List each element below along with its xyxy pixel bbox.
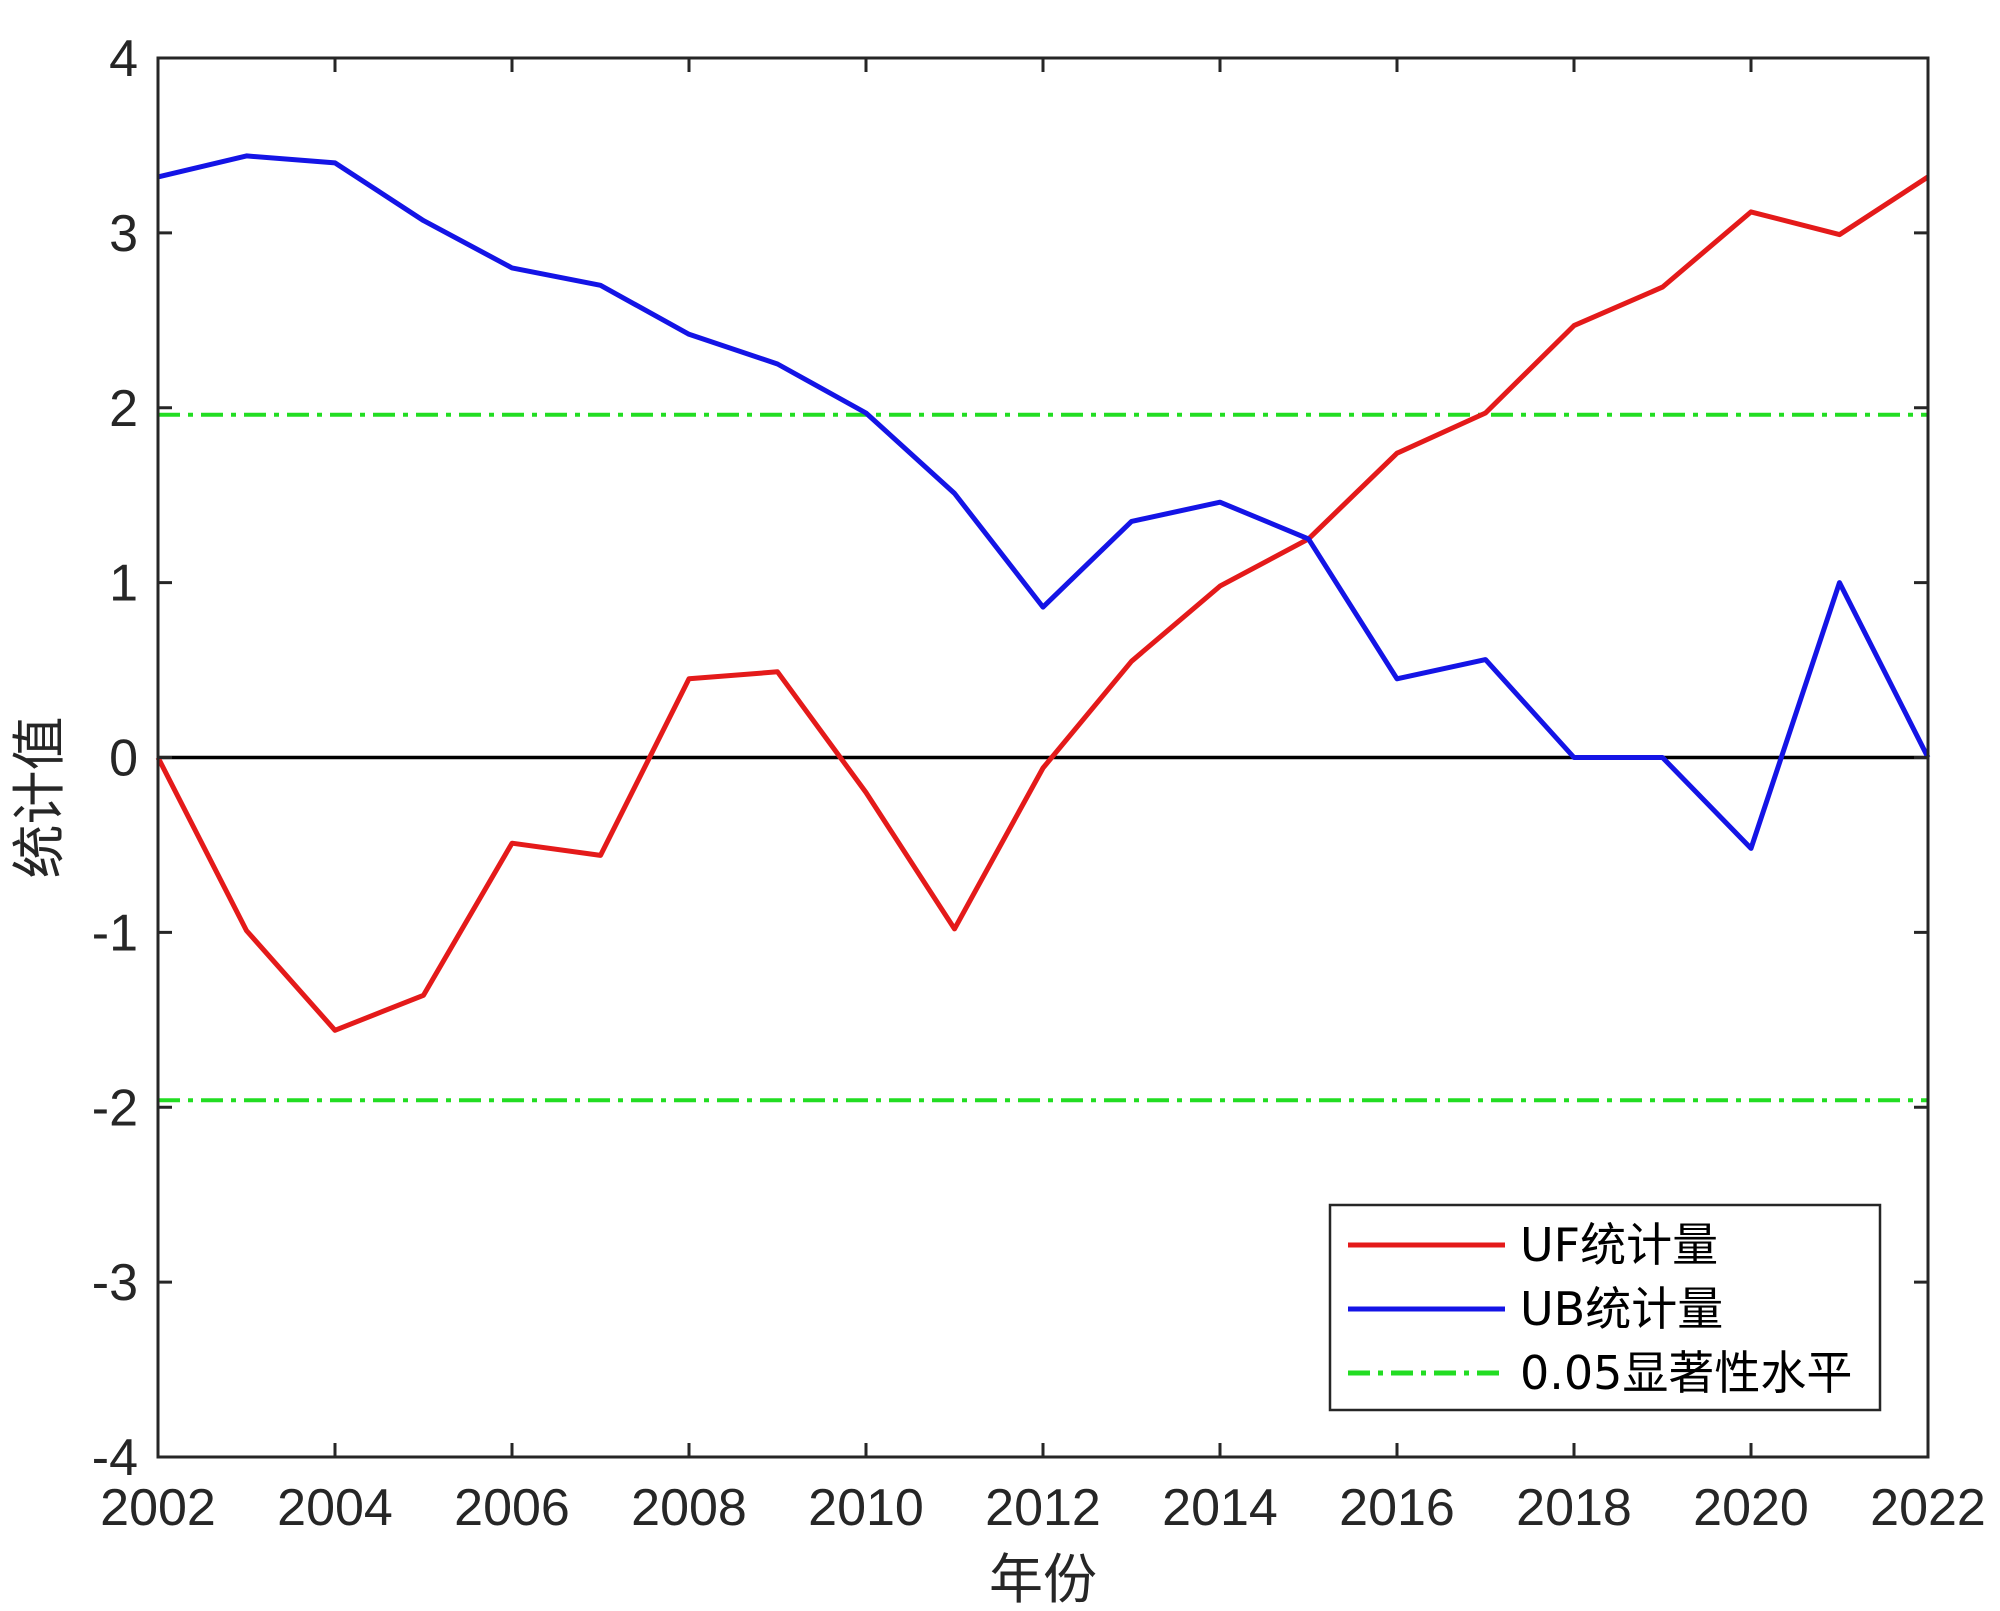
legend-entry: UB统计量 <box>1348 1282 1723 1336</box>
x-axis: 2002 2004 2006 2008 2010 2012 2014 2016 2018 2020… <box>100 58 1986 1537</box>
y-axis-title: 统计值 <box>8 717 71 879</box>
y-tick-label: -4 <box>92 1429 138 1487</box>
x-axis-title: 年份 <box>989 1548 1097 1611</box>
y-axis: -4 -3 -2 -1 0 1 2 3 4 <box>92 30 1928 1487</box>
series-line-ub <box>157 153 1931 851</box>
x-tick-label: 2016 <box>1339 1479 1455 1537</box>
series-line-uf <box>155 174 1930 1033</box>
legend-label: UF统计量 <box>1520 1218 1718 1272</box>
x-tick-label: 2014 <box>1162 1479 1278 1537</box>
y-tick-label: -3 <box>92 1254 138 1312</box>
legend-label: 0.05显著性水平 <box>1520 1346 1852 1400</box>
legend-entry: 0.05显著性水平 <box>1348 1346 1852 1400</box>
x-tick-label: 2012 <box>985 1479 1101 1537</box>
x-tick-label: 2006 <box>454 1479 570 1537</box>
x-tick-label: 2002 <box>100 1479 216 1537</box>
y-tick-label: -1 <box>92 904 138 962</box>
x-tick-label: 2008 <box>631 1479 747 1537</box>
x-tick-label: 2022 <box>1870 1479 1986 1537</box>
x-tick-label: 2004 <box>277 1479 393 1537</box>
y-tick-label: 4 <box>109 30 138 88</box>
legend-label: UB统计量 <box>1520 1282 1723 1336</box>
x-tick-label: 2018 <box>1516 1479 1632 1537</box>
legend: UF统计量 UB统计量 0.05显著性水平 <box>1328 1203 1882 1412</box>
x-tick-label: 2010 <box>808 1479 924 1537</box>
y-tick-label: 3 <box>109 205 138 263</box>
y-tick-label: 1 <box>109 555 138 613</box>
y-tick-label: 0 <box>109 730 138 788</box>
x-tick-label: 2020 <box>1693 1479 1809 1537</box>
series-lines <box>155 153 1931 1033</box>
y-tick-label: 2 <box>109 380 138 438</box>
legend-entry: UF统计量 <box>1348 1218 1718 1272</box>
y-tick-label: -2 <box>92 1079 138 1137</box>
